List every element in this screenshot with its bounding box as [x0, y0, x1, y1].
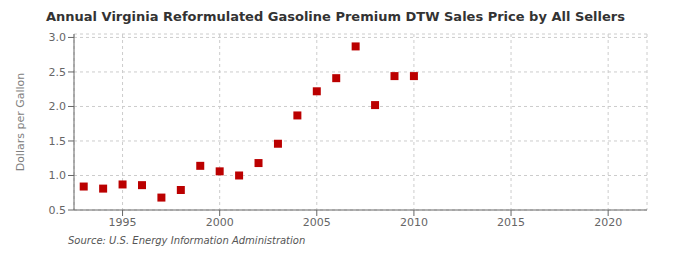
svg-text:Dollars per Gallon: Dollars per Gallon: [14, 73, 27, 172]
svg-text:2020: 2020: [594, 216, 622, 229]
svg-text:3.0: 3.0: [49, 31, 67, 44]
svg-text:2.0: 2.0: [49, 100, 67, 113]
html-text:Source: U.S. Energy Informatio: Source: U.S. Energy Information Administ…: [68, 235, 306, 246]
svg-text:2000: 2000: [206, 216, 234, 229]
svg-text:1995: 1995: [109, 216, 137, 229]
svg-text:1.5: 1.5: [49, 135, 67, 148]
svg-text:2.5: 2.5: [49, 66, 67, 79]
html-text:Annual Virginia Reformulated G: Annual Virginia Reformulated Gasoline Pr…: [46, 9, 625, 24]
svg-text:0.5: 0.5: [49, 204, 67, 217]
svg-text:2015: 2015: [497, 216, 525, 229]
svg-text:1.0: 1.0: [49, 169, 67, 182]
svg-text:2010: 2010: [400, 216, 428, 229]
svg-text:2005: 2005: [303, 216, 331, 229]
